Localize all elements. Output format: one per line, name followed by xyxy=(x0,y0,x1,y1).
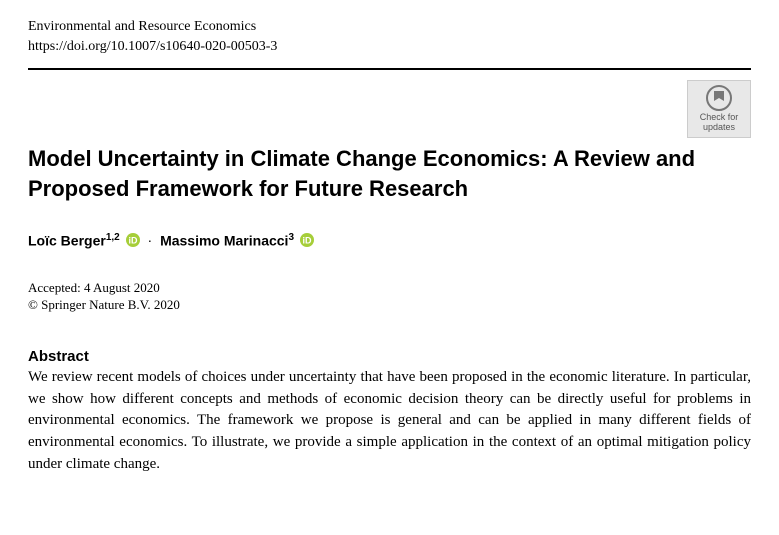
copyright: © Springer Nature B.V. 2020 xyxy=(28,297,751,314)
author-separator: · xyxy=(148,232,153,248)
accepted-date: Accepted: 4 August 2020 xyxy=(28,280,751,297)
journal-name: Environmental and Resource Economics xyxy=(28,18,751,36)
abstract-text: We review recent models of choices under… xyxy=(28,367,751,476)
badge-text-line2: updates xyxy=(703,123,735,133)
svg-text:iD: iD xyxy=(128,236,138,246)
author-list: Loïc Berger1,2 iD · Massimo Marinacci3 i… xyxy=(28,232,751,250)
author-2-affiliation: 3 xyxy=(288,232,294,243)
abstract-heading: Abstract xyxy=(28,348,751,365)
author-1-affiliation: 1,2 xyxy=(106,232,120,243)
orcid-icon[interactable]: iD xyxy=(300,233,314,250)
doi-link[interactable]: https://doi.org/10.1007/s10640-020-00503… xyxy=(28,38,751,56)
badge-container: Check for updates xyxy=(28,80,751,138)
header-rule xyxy=(28,68,751,70)
svg-text:iD: iD xyxy=(302,236,312,246)
article-title: Model Uncertainty in Climate Change Econ… xyxy=(28,144,751,203)
orcid-icon[interactable]: iD xyxy=(126,233,140,250)
check-for-updates-badge[interactable]: Check for updates xyxy=(687,80,751,138)
crossmark-icon xyxy=(706,85,732,111)
author-1-name: Loïc Berger xyxy=(28,232,106,248)
author-2-name: Massimo Marinacci xyxy=(160,232,288,248)
